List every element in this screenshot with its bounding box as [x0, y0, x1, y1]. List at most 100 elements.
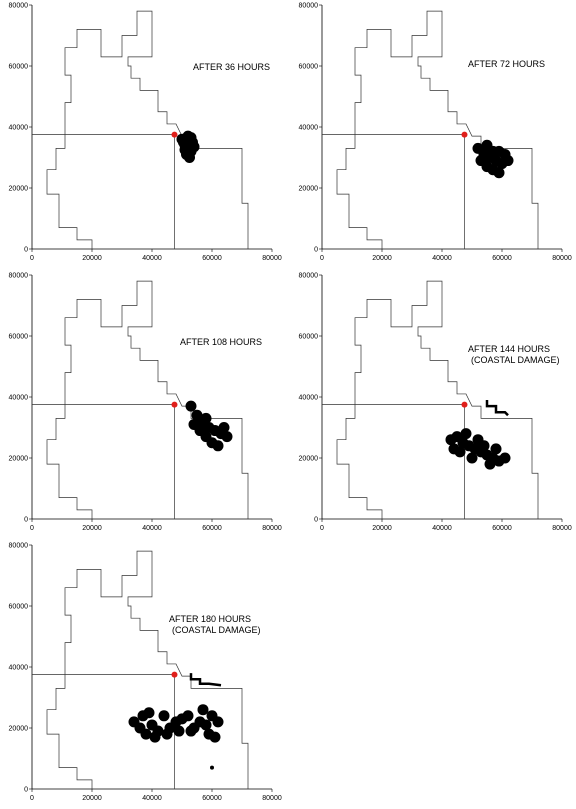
y-tick-label: 0: [314, 517, 318, 524]
x-tick-label: 20000: [372, 525, 392, 532]
stranded-oil: [189, 673, 222, 687]
x-tick-label: 20000: [372, 255, 392, 262]
particle: [475, 155, 487, 167]
y-tick-label: 0: [24, 517, 28, 524]
annotation: (COASTAL DAMAGE): [471, 355, 560, 365]
y-tick-label: 80000: [9, 543, 29, 550]
annotation: AFTER 108 HOURS: [180, 337, 262, 347]
particle: [493, 167, 505, 179]
particle: [179, 144, 191, 156]
particle: [221, 431, 233, 443]
x-tick-label: 60000: [492, 525, 512, 532]
particle: [197, 704, 209, 716]
particle: [185, 132, 197, 144]
release-point: [171, 131, 178, 138]
particle: [212, 716, 224, 728]
x-tick-label: 40000: [142, 255, 162, 262]
y-tick-label: 60000: [299, 334, 319, 341]
x-tick-label: 0: [30, 795, 34, 802]
y-tick-label: 60000: [299, 64, 319, 71]
x-tick-label: 60000: [202, 795, 222, 802]
x-tick-label: 80000: [262, 525, 282, 532]
y-tick-label: 60000: [9, 604, 29, 611]
particle: [158, 710, 170, 722]
y-tick-label: 80000: [9, 3, 29, 10]
particle: [200, 412, 212, 424]
particle: [218, 422, 230, 433]
x-tick-label: 20000: [82, 255, 102, 262]
x-tick-label: 0: [30, 255, 34, 262]
x-tick-label: 0: [320, 255, 324, 262]
coastline: [46, 10, 249, 249]
release-point: [171, 401, 178, 408]
y-tick-label: 40000: [299, 395, 319, 402]
y-tick-label: 0: [314, 247, 318, 254]
particle: [182, 710, 194, 722]
panel: 0 20000 40000 60000 80000 0 20000 40000 60000 800…: [9, 273, 282, 533]
annotation: AFTER 72 HOURS: [468, 59, 545, 69]
y-tick-label: 60000: [9, 334, 29, 341]
particle: [460, 428, 472, 440]
x-tick-label: 80000: [552, 255, 572, 262]
particle: [173, 725, 185, 737]
annotation: AFTER 144 HOURS: [468, 344, 550, 354]
y-tick-label: 20000: [299, 186, 319, 193]
particle: [210, 765, 214, 770]
x-tick-label: 60000: [202, 255, 222, 262]
y-tick-label: 60000: [9, 64, 29, 71]
particle: [493, 145, 505, 157]
x-tick-label: 40000: [142, 795, 162, 802]
stranded-oil: [485, 400, 509, 417]
particle: [143, 707, 155, 719]
release-point: [461, 401, 468, 408]
release-point: [461, 131, 468, 138]
particle: [140, 728, 152, 740]
y-tick-label: 80000: [9, 273, 29, 280]
x-tick-label: 80000: [552, 525, 572, 532]
panel: 0 20000 40000 60000 80000 0 20000 40000 60000 800…: [9, 3, 282, 263]
x-tick-label: 0: [30, 525, 34, 532]
y-tick-label: 80000: [299, 273, 319, 280]
y-tick-label: 80000: [299, 3, 319, 10]
x-tick-label: 80000: [262, 795, 282, 802]
y-tick-label: 20000: [299, 456, 319, 463]
panel: 0 20000 40000 60000 80000 0 20000 40000 60000 800…: [299, 273, 572, 533]
particle: [188, 418, 200, 430]
y-tick-label: 40000: [9, 125, 29, 132]
particle: [490, 443, 502, 455]
x-tick-label: 40000: [432, 525, 452, 532]
x-tick-label: 40000: [142, 525, 162, 532]
particle: [203, 728, 215, 740]
coastline: [336, 280, 539, 519]
y-tick-label: 40000: [9, 665, 29, 672]
x-tick-label: 80000: [262, 255, 282, 262]
particle: [185, 725, 197, 737]
x-tick-label: 0: [320, 525, 324, 532]
coastline: [336, 10, 539, 249]
y-tick-label: 0: [24, 787, 28, 794]
x-tick-label: 60000: [492, 255, 512, 262]
particle: [185, 400, 197, 412]
x-tick-label: 20000: [82, 525, 102, 532]
particle: [149, 731, 161, 743]
annotation: AFTER 36 HOURS: [193, 62, 270, 72]
y-tick-label: 0: [24, 247, 28, 254]
y-tick-label: 20000: [9, 186, 29, 193]
particle: [466, 452, 478, 464]
y-tick-label: 40000: [9, 395, 29, 402]
y-tick-label: 20000: [9, 456, 29, 463]
annotation: AFTER 180 HOURS: [169, 614, 251, 624]
release-point: [171, 671, 178, 678]
particle: [161, 728, 173, 740]
panel: 0 20000 40000 60000 80000 0 20000 40000 60000 800…: [9, 543, 282, 803]
annotation: (COASTAL DAMAGE): [172, 625, 261, 635]
x-tick-label: 40000: [432, 255, 452, 262]
particle: [212, 440, 224, 452]
particle: [484, 458, 496, 470]
particle: [481, 139, 493, 151]
coastline: [46, 280, 249, 519]
x-tick-label: 60000: [202, 525, 222, 532]
x-tick-label: 20000: [82, 795, 102, 802]
y-tick-label: 20000: [9, 726, 29, 733]
